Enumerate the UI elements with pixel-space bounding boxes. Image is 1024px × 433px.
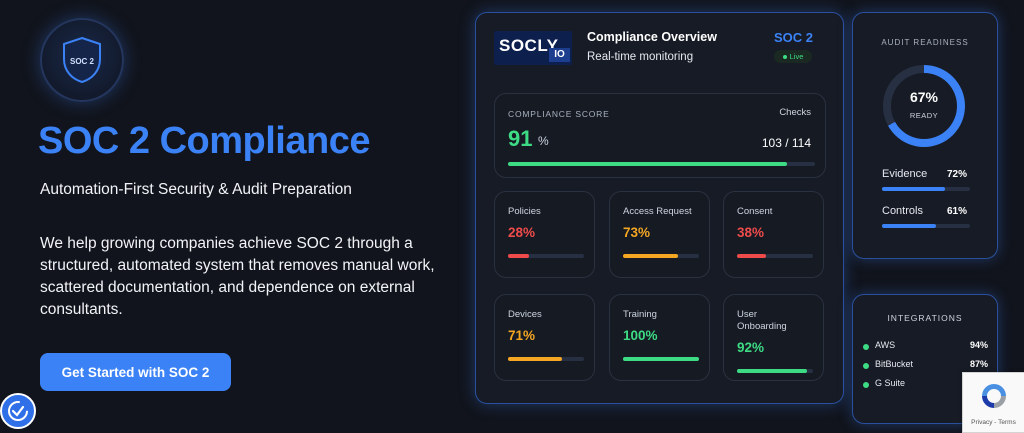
status-dot-icon	[863, 344, 869, 350]
metric-value: 71%	[508, 328, 536, 343]
readiness-ring: 67% READY	[883, 65, 965, 147]
metric-progress-fill	[623, 357, 699, 361]
metric-progress-track	[508, 357, 584, 361]
evidence-value: 72%	[946, 169, 967, 180]
metric-progress-fill	[508, 254, 530, 258]
integrations-title: INTEGRATIONS	[887, 313, 963, 323]
metric-progress-fill	[623, 254, 679, 258]
page-description: We help growing companies achieve SOC 2 …	[40, 235, 435, 318]
metric-value: 92%	[737, 340, 765, 355]
metric-progress-fill	[737, 369, 807, 373]
overview-title: Compliance Overview	[587, 30, 717, 44]
metric-value: 73%	[623, 225, 651, 240]
socly-logo: SOCLY IO	[494, 31, 572, 65]
metric-value: 28%	[508, 225, 536, 240]
metric-card: Devices 71%	[494, 294, 595, 381]
readiness-value: 67%	[909, 89, 939, 105]
score-unit: %	[538, 134, 549, 148]
metric-label: Access Request	[623, 206, 692, 217]
metric-label: User Onboarding	[737, 309, 787, 332]
integration-name: BitBucket	[875, 359, 914, 369]
metric-card: Policies 28%	[494, 191, 595, 278]
shield-icon: SOC 2	[63, 36, 101, 84]
metric-label: Devices	[508, 309, 542, 320]
status-dot-icon	[863, 382, 869, 388]
metric-progress-track	[623, 254, 699, 258]
audit-readiness-card: AUDIT READINESS 67% READY Evidence 72% C…	[852, 12, 998, 259]
metric-value: 100%	[623, 328, 658, 343]
metric-progress-track	[623, 357, 699, 361]
metric-card: User Onboarding 92%	[723, 294, 824, 381]
framework-label: SOC 2	[773, 30, 813, 45]
live-dot-icon	[782, 54, 787, 59]
recaptcha-icon	[982, 384, 1006, 408]
readiness-label: READY	[909, 111, 939, 120]
checks-label: Checks	[779, 107, 811, 118]
evidence-label: Evidence	[882, 168, 928, 180]
compliance-overview-card: SOCLY IO Compliance Overview Real-time m…	[475, 12, 844, 404]
recaptcha-links[interactable]: Privacy - Terms	[971, 419, 1016, 426]
score-label: COMPLIANCE SCORE	[508, 109, 610, 119]
metric-progress-fill	[508, 357, 562, 361]
metric-label: Training	[623, 309, 657, 320]
page-subtitle: Automation-First Security & Audit Prepar…	[40, 181, 352, 198]
integration-item: AWS 94%	[863, 340, 988, 354]
audit-title: AUDIT READINESS	[881, 38, 969, 47]
metric-progress-track	[737, 254, 813, 258]
integration-item: BitBucket 87%	[863, 359, 988, 373]
evidence-fill	[882, 187, 946, 191]
score-progress-fill	[508, 162, 788, 166]
metric-card: Training 100%	[609, 294, 710, 381]
metric-progress-track	[737, 369, 813, 373]
controls-label: Controls	[882, 205, 923, 217]
compliance-score-panel: COMPLIANCE SCORE Checks 91 % 103 / 114	[494, 93, 826, 178]
recaptcha-badge[interactable]: Privacy - Terms	[962, 372, 1024, 433]
overview-subtitle: Real-time monitoring	[587, 51, 694, 63]
integration-item: G Suite	[863, 378, 988, 392]
controls-fill	[882, 224, 936, 228]
accessibility-icon	[8, 401, 28, 421]
integration-value: 94%	[969, 340, 988, 350]
metric-label: Consent	[737, 206, 773, 217]
integration-value: 87%	[969, 359, 988, 369]
controls-track	[882, 224, 970, 228]
get-started-button[interactable]: Get Started with SOC 2	[40, 353, 231, 391]
metric-value: 38%	[737, 225, 765, 240]
metric-label: Policies	[508, 206, 541, 217]
logo-suffix: IO	[549, 48, 570, 62]
checks-value: 103 / 114	[761, 136, 811, 150]
logo-text: SOCLY	[499, 36, 559, 55]
evidence-track	[882, 187, 970, 191]
live-status-text: Live	[789, 52, 804, 61]
integration-name: AWS	[875, 340, 896, 350]
metric-card: Access Request 73%	[609, 191, 710, 278]
status-dot-icon	[863, 363, 869, 369]
metric-progress-fill	[737, 254, 766, 258]
score-progress-track	[508, 162, 815, 166]
live-status-badge: Live	[774, 50, 812, 63]
metric-card: Consent 38%	[723, 191, 824, 278]
metric-progress-track	[508, 254, 584, 258]
score-value: 91	[508, 126, 533, 151]
controls-value: 61%	[946, 206, 967, 217]
readiness-ring-center: 67% READY	[891, 73, 957, 139]
shield-badge-text: SOC 2	[70, 57, 95, 66]
accessibility-widget-button[interactable]	[0, 393, 36, 429]
integration-name: G Suite	[875, 378, 906, 388]
soc2-shield-badge: SOC 2	[40, 18, 124, 102]
page-title: SOC 2 Compliance	[38, 120, 370, 162]
